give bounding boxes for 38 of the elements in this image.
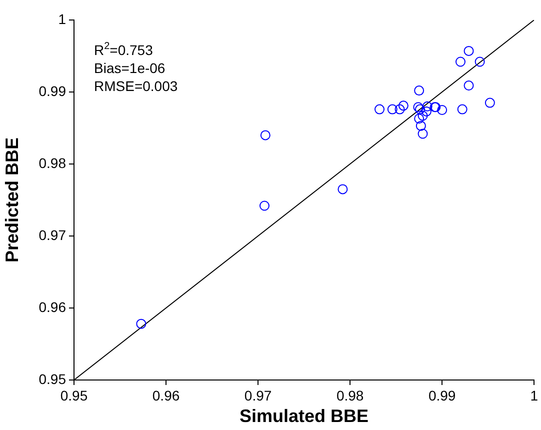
x-tick-label: 0.95 [60, 387, 88, 404]
point [422, 101, 432, 112]
point [418, 128, 428, 139]
point [338, 184, 348, 194]
point [374, 104, 385, 114]
x-tick-label: 0.98 [336, 387, 364, 404]
y-tick-label: 0.95 [38, 370, 66, 387]
point [437, 105, 448, 115]
annotation: RMSE=0.003 [94, 78, 178, 94]
point [474, 56, 485, 67]
point [259, 200, 270, 211]
point [455, 56, 466, 67]
point [416, 120, 426, 131]
y-tick-label: 0.96 [38, 298, 66, 315]
y-tick-label: 0.98 [38, 154, 66, 171]
x-tick-label: 1 [530, 387, 538, 404]
point [457, 104, 468, 114]
point [414, 114, 424, 124]
x-tick-label: 0.97 [244, 387, 272, 404]
point [398, 100, 408, 111]
x-tick-label: 0.99 [428, 387, 456, 404]
point [418, 110, 428, 121]
point [484, 98, 495, 108]
point [260, 130, 270, 140]
point [464, 46, 474, 56]
y-tick-label: 1 [58, 10, 66, 27]
point [394, 104, 405, 114]
x-tick-label: 0.96 [152, 387, 180, 404]
y-tick-label: 0.97 [38, 226, 66, 243]
point [136, 318, 146, 329]
annotation: Bias=1e-06 [94, 60, 166, 76]
y-tick-label: 0.99 [38, 82, 66, 99]
x-axis-title: Simulated BBE [240, 406, 369, 426]
point [414, 86, 424, 96]
y-axis-title: Predicted BBE [2, 137, 22, 263]
point [464, 80, 474, 91]
point [387, 104, 398, 114]
point [421, 106, 432, 116]
